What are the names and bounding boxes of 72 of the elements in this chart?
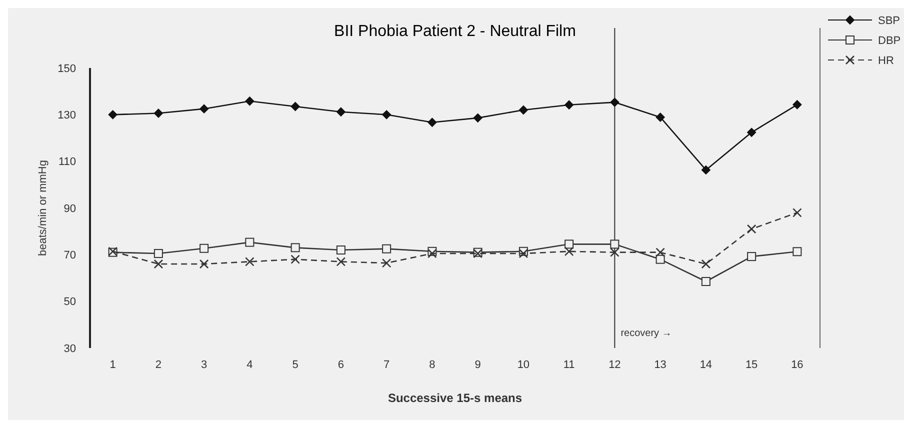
x-tick-label: 9 xyxy=(474,359,481,371)
point xyxy=(518,248,528,258)
y-tick-label: 110 xyxy=(58,156,76,168)
point xyxy=(701,259,711,269)
x-tick-label: 6 xyxy=(338,359,344,371)
point xyxy=(382,110,392,120)
point xyxy=(154,249,163,258)
point xyxy=(610,98,620,107)
x-tick-label: 10 xyxy=(517,359,530,371)
x-axis-title: Successive 15-s means xyxy=(388,391,522,405)
y-axis-title: beats/min or mmHg xyxy=(37,160,49,256)
point xyxy=(518,106,528,114)
x-tick-label: 3 xyxy=(201,359,208,371)
point xyxy=(746,224,756,234)
point xyxy=(747,252,756,262)
y-tick-label: 150 xyxy=(58,62,76,75)
point xyxy=(701,277,710,286)
point xyxy=(290,254,300,264)
x-tick-label: 13 xyxy=(654,359,666,371)
point xyxy=(108,110,118,120)
point xyxy=(564,246,574,256)
point xyxy=(428,248,437,258)
x-tick-label: 15 xyxy=(745,359,758,371)
point xyxy=(336,107,346,116)
y-tick-label: 90 xyxy=(64,202,76,215)
point xyxy=(656,248,665,257)
point xyxy=(792,247,802,256)
x-tick-label: 12 xyxy=(608,359,621,371)
point xyxy=(245,96,254,106)
x-tick-label: 16 xyxy=(791,359,804,371)
point xyxy=(792,100,802,110)
x-tick-label: 11 xyxy=(563,359,575,371)
point xyxy=(245,238,254,247)
x-tick-label: 8 xyxy=(429,359,436,371)
point xyxy=(428,118,437,127)
legend-label: SBP xyxy=(878,14,900,27)
chart-title: BII Phobia Patient 2 - Neutral Film xyxy=(334,23,576,40)
x-tick-label: 2 xyxy=(155,359,162,371)
point xyxy=(610,248,620,257)
point xyxy=(473,113,482,122)
x-tick-label: 1 xyxy=(110,359,116,371)
legend-label: DBP xyxy=(878,34,901,47)
point xyxy=(792,208,802,218)
point xyxy=(701,165,710,174)
y-tick-label: 30 xyxy=(64,342,76,355)
point xyxy=(199,259,209,269)
y-tick-label: 50 xyxy=(64,296,76,308)
point xyxy=(382,258,392,268)
point xyxy=(154,108,163,118)
legend-label: HR xyxy=(878,54,894,67)
point xyxy=(336,246,346,254)
point xyxy=(336,257,346,266)
point xyxy=(382,244,392,254)
point xyxy=(200,244,209,253)
x-tick-label: 5 xyxy=(292,359,298,371)
y-tick-label: 70 xyxy=(64,250,76,262)
point xyxy=(656,254,665,264)
point xyxy=(656,112,665,122)
point xyxy=(747,128,756,137)
x-tick-label: 14 xyxy=(700,359,712,371)
ref-line-label: recovery → xyxy=(620,328,672,339)
x-tick-label: 7 xyxy=(384,359,390,371)
y-tick-label: 130 xyxy=(58,110,76,122)
point xyxy=(154,259,164,269)
point xyxy=(200,104,209,114)
point xyxy=(610,240,620,249)
point xyxy=(290,243,300,252)
point xyxy=(245,257,254,266)
point xyxy=(564,100,574,110)
point xyxy=(290,102,300,111)
point xyxy=(564,240,574,249)
x-tick-label: 4 xyxy=(246,359,253,371)
